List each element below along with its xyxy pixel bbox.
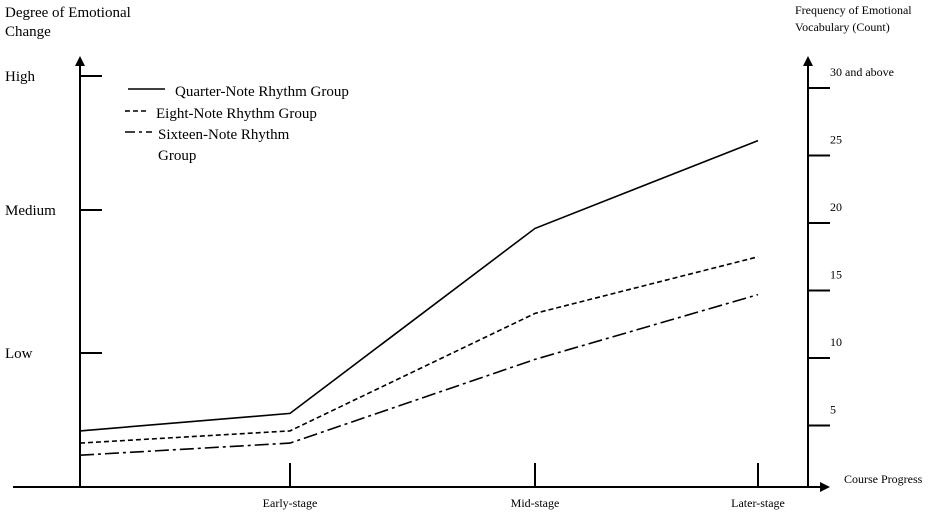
right-tick-label-30-and-above: 30 and above: [830, 65, 894, 79]
left-tick-label-low: Low: [5, 346, 33, 362]
right-tick-label-25: 25: [830, 133, 842, 147]
left-tick-label-medium: Medium: [5, 203, 56, 219]
x-tick-label-early-stage: Early-stage: [263, 496, 318, 510]
legend-label-sixteen-note-rhythm-group: Sixteen-Note Rhythm Group: [158, 127, 290, 164]
right-y-ticks: 5 10 15 20 25 30 and above: [808, 65, 894, 427]
series-line-quarter-note-rhythm-group: [79, 139, 759, 432]
right-tick-label-5: 5: [830, 403, 836, 417]
left-axis-title-line1: Degree of Emotional: [5, 5, 131, 21]
x-axis-label: Course Progress: [844, 472, 923, 486]
left-tick-label-high: High: [5, 69, 36, 85]
right-axis-title-line2: Vocabulary (Count): [795, 20, 890, 34]
right-tick-label-15: 15: [830, 268, 842, 282]
left-axis-title-line2: Change: [5, 24, 51, 40]
right-axis-title-line1: Frequency of Emotional: [795, 3, 912, 17]
left-y-ticks: Low Medium High: [5, 69, 102, 362]
legend-label-quarter-note-rhythm-group: Quarter-Note Rhythm Group: [175, 84, 349, 100]
x-tick-label-mid-stage: Mid-stage: [511, 496, 560, 510]
x-axis-ticks: Early-stage Mid-stage Later-stage: [263, 463, 785, 510]
series-line-sixteen-note-rhythm-group: [79, 293, 759, 456]
legend-label-eight-note-rhythm-group: Eight-Note Rhythm Group: [156, 106, 317, 122]
right-tick-label-10: 10: [830, 335, 842, 349]
series-lines: [79, 139, 759, 456]
x-tick-label-later-stage: Later-stage: [731, 496, 785, 510]
legend: Quarter-Note Rhythm Group Eight-Note Rhyt…: [125, 84, 349, 164]
right-tick-label-20: 20: [830, 200, 842, 214]
series-line-eight-note-rhythm-group: [79, 256, 759, 444]
